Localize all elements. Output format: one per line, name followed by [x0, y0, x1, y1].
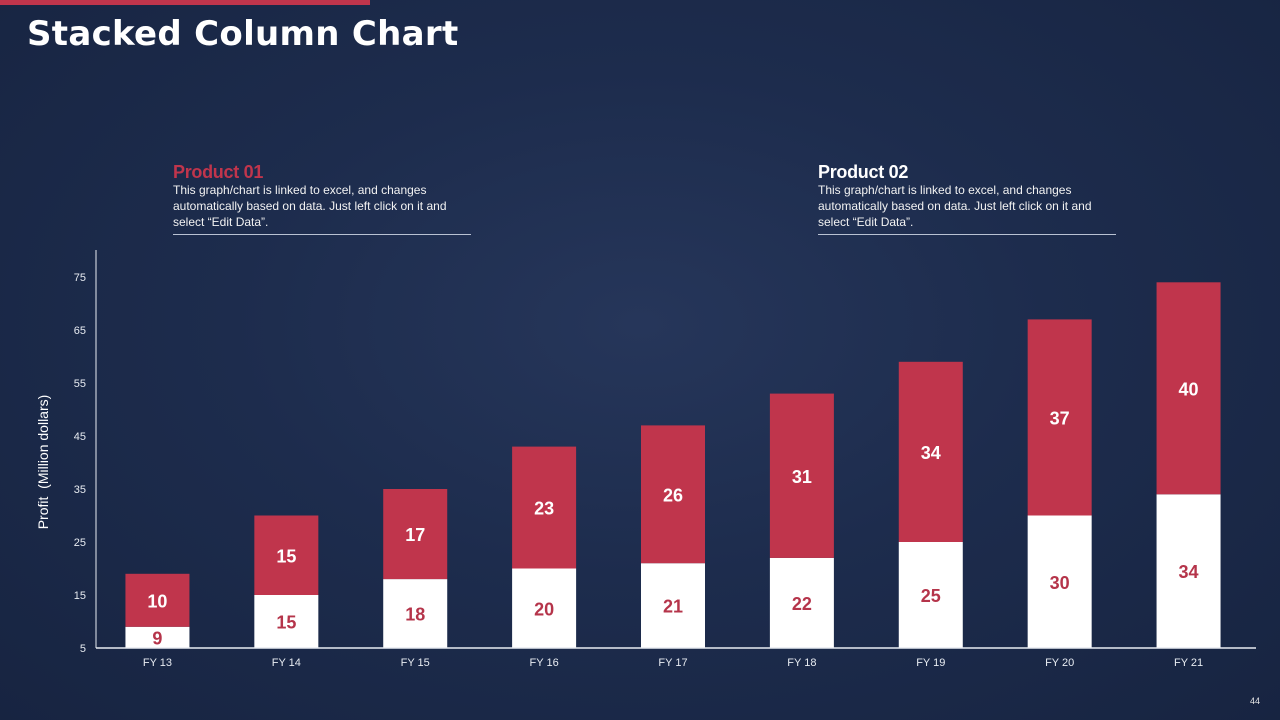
- legend-product-02: Product 02 This graph/chart is linked to…: [818, 162, 1116, 235]
- bar-product-02: [512, 568, 577, 648]
- bar-product-02: [769, 557, 834, 648]
- data-label: 34: [921, 443, 941, 463]
- data-label: 21: [663, 597, 683, 617]
- x-tick-label: FY 20: [1045, 657, 1074, 669]
- legend-product-01-name: Product 01: [173, 162, 264, 182]
- x-tick-label: FY 13: [143, 657, 172, 669]
- y-tick-label: 65: [74, 325, 86, 337]
- y-tick-label: 55: [74, 378, 86, 390]
- bar-product-02: [1156, 494, 1221, 648]
- data-label: 25: [921, 586, 941, 606]
- title-accent-bar: [0, 0, 370, 5]
- data-label: 34: [1179, 562, 1199, 582]
- y-axis-label: Profit (Million dollars): [35, 395, 51, 530]
- bar-product-01: [383, 489, 448, 580]
- bar-product-01: [641, 425, 705, 564]
- bar-product-01: [1156, 282, 1221, 495]
- data-label: 10: [147, 591, 167, 611]
- bar-product-02: [1027, 515, 1092, 648]
- y-tick-label: 5: [80, 643, 86, 655]
- data-label: 26: [663, 485, 683, 505]
- data-label: 37: [1050, 408, 1070, 428]
- data-label: 22: [792, 594, 812, 614]
- bar-product-01: [254, 515, 319, 595]
- y-tick-label: 45: [74, 431, 86, 443]
- x-tick-label: FY 18: [787, 657, 816, 669]
- bar-product-02: [254, 595, 319, 648]
- data-label: 18: [405, 605, 425, 625]
- slide-title: Stacked Column Chart: [27, 14, 459, 54]
- bar-product-01: [898, 361, 963, 542]
- bar-product-01: [125, 573, 190, 627]
- x-tick-label: FY 21: [1174, 657, 1203, 669]
- data-label: 17: [405, 525, 425, 545]
- bar-product-02: [125, 626, 190, 648]
- data-label: 15: [276, 613, 296, 633]
- y-tick-label: 35: [74, 484, 86, 496]
- data-label: 23: [534, 499, 554, 519]
- x-tick-label: FY 17: [658, 657, 687, 669]
- legend-product-02-name: Product 02: [818, 162, 909, 182]
- data-label: 31: [792, 467, 812, 487]
- bar-product-01: [1027, 319, 1092, 516]
- x-tick-label: FY 16: [530, 657, 559, 669]
- bar-product-02: [383, 579, 448, 648]
- x-tick-label: FY 15: [401, 657, 430, 669]
- data-label: 20: [534, 599, 554, 619]
- page-number: 44: [1249, 696, 1260, 706]
- data-label: 9: [152, 628, 162, 648]
- bar-product-02: [898, 542, 963, 648]
- y-tick-label: 15: [74, 590, 86, 602]
- data-label: 15: [276, 546, 296, 566]
- legend-product-02-description: This graph/chart is linked to excel, and…: [818, 183, 1092, 229]
- legend-product-01: Product 01 This graph/chart is linked to…: [173, 162, 471, 235]
- y-tick-label: 75: [74, 272, 86, 284]
- bar-product-02: [641, 563, 705, 648]
- x-tick-label: FY 19: [916, 657, 945, 669]
- data-label: 40: [1179, 379, 1199, 399]
- x-tick-label: FY 14: [272, 657, 301, 669]
- bar-product-01: [769, 393, 834, 558]
- legend-product-01-description: This graph/chart is linked to excel, and…: [173, 183, 447, 229]
- y-tick-label: 25: [74, 537, 86, 549]
- data-label: 30: [1050, 573, 1070, 593]
- bar-product-01: [512, 446, 577, 569]
